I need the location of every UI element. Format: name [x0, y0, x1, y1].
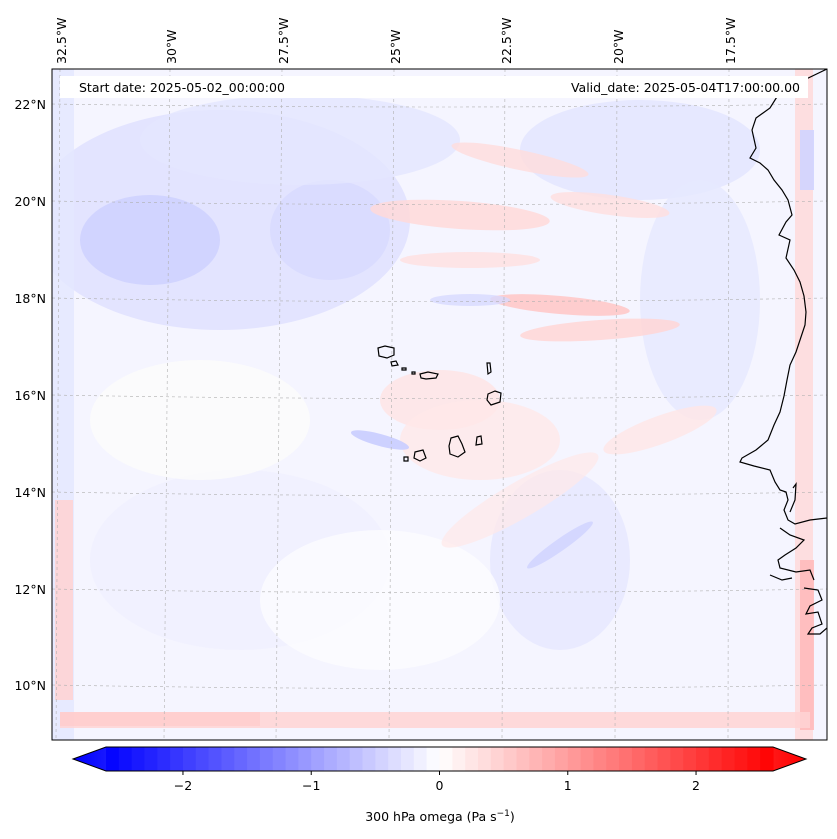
colorbar-tick-label: −2: [174, 778, 192, 793]
lat-label: 20°N: [14, 194, 46, 209]
cape-verde-islands: [377, 345, 502, 462]
start-date-label: Start date: 2025-05-02_00:00:00: [79, 80, 285, 95]
colorbar-step: [208, 747, 223, 771]
colorbar-step: [516, 747, 530, 771]
colorbar-step: [195, 747, 210, 771]
colorbar-ticks: −2 −1 0 1 2: [174, 771, 700, 793]
colorbar-step: [426, 747, 441, 771]
lon-label: 17.5°W: [723, 18, 738, 64]
colorbar-step: [567, 747, 582, 771]
colorbar-step: [439, 747, 453, 771]
map-frame: [51, 68, 828, 741]
lat-label: 22°N: [14, 97, 46, 112]
gridlines: [52, 69, 827, 740]
colorbar-step: [593, 747, 607, 771]
colorbar-step: [670, 747, 684, 771]
colorbar-step: [580, 747, 595, 771]
longitude-labels: 32.5°W 30°W 27.5°W 25°W 22.5°W 20°W 17.5…: [54, 18, 738, 64]
colorbar-step: [503, 747, 518, 771]
colorbar-step: [683, 747, 697, 771]
colorbar-step: [619, 747, 633, 771]
colorbar-step: [259, 747, 274, 771]
colorbar-outline: [71, 746, 808, 772]
colorbar-step: [336, 747, 351, 771]
colorbar-label: 300 hPa omega (Pa s−1): [365, 809, 515, 824]
colorbar-step: [170, 747, 184, 771]
colorbar-step: [747, 747, 761, 771]
colorbar-step: [413, 747, 428, 771]
lon-label: 32.5°W: [54, 18, 69, 64]
colorbar-step: [106, 747, 120, 771]
colorbar-step: [452, 747, 466, 771]
colorbar-step: [247, 747, 261, 771]
colorbar-step: [631, 747, 646, 771]
colorbar-step: [182, 747, 197, 771]
colorbar-step: [554, 747, 569, 771]
coastline-africa: [739, 69, 827, 635]
colorbar-step: [388, 747, 402, 771]
colorbar-step: [465, 747, 479, 771]
lat-label: 16°N: [14, 388, 46, 403]
lon-label: 20°W: [611, 29, 626, 64]
colorbar-step: [349, 747, 364, 771]
colorbar-tick-label: 2: [692, 778, 700, 793]
colorbar-step: [490, 747, 505, 771]
colorbar-step: [324, 747, 338, 771]
colorbar-step: [401, 747, 415, 771]
lon-label: 25°W: [388, 29, 403, 64]
colorbar-step: [760, 747, 774, 771]
colorbar-step: [708, 747, 723, 771]
colorbar-step: [696, 747, 710, 771]
colorbar-tick-label: 1: [564, 778, 572, 793]
colorbar-step: [311, 747, 325, 771]
colorbar-step: [221, 747, 235, 771]
colorbar-step: [529, 747, 543, 771]
lat-label: 10°N: [14, 678, 46, 693]
colorbar-step: [157, 747, 171, 771]
colorbar-step: [606, 747, 620, 771]
colorbar-step: [118, 747, 133, 771]
colorbar-step: [144, 747, 158, 771]
lat-label: 14°N: [14, 485, 46, 500]
colorbar-step: [131, 747, 146, 771]
lon-label: 30°W: [164, 29, 179, 64]
colorbar-step: [272, 747, 287, 771]
latitude-labels: 22°N 20°N 18°N 16°N 14°N 12°N 10°N: [14, 97, 46, 693]
header-box: [60, 76, 808, 98]
colorbar-step: [644, 747, 659, 771]
colorbar-step: [734, 747, 748, 771]
colorbar-tick-label: 0: [436, 778, 444, 793]
colorbar-step: [375, 747, 389, 771]
lat-label: 12°N: [14, 582, 46, 597]
omega-field: [52, 69, 827, 740]
colorbar-steps: [106, 747, 774, 771]
colorbar-step: [542, 747, 556, 771]
lon-label: 27.5°W: [276, 18, 291, 64]
colorbar-step: [721, 747, 736, 771]
colorbar-tick-label: −1: [302, 778, 320, 793]
colorbar-step: [234, 747, 248, 771]
lat-label: 18°N: [14, 291, 46, 306]
lon-label: 22.5°W: [499, 18, 514, 64]
colorbar-step: [477, 747, 492, 771]
colorbar: −2 −1 0 1 2 300 hPa omega (Pa s−1): [71, 746, 808, 824]
colorbar-step: [657, 747, 671, 771]
valid-date-label: Valid_date: 2025-05-04T17:00:00.00: [571, 80, 800, 95]
colorbar-step: [285, 747, 300, 771]
colorbar-step: [362, 747, 376, 771]
colorbar-step: [298, 747, 312, 771]
